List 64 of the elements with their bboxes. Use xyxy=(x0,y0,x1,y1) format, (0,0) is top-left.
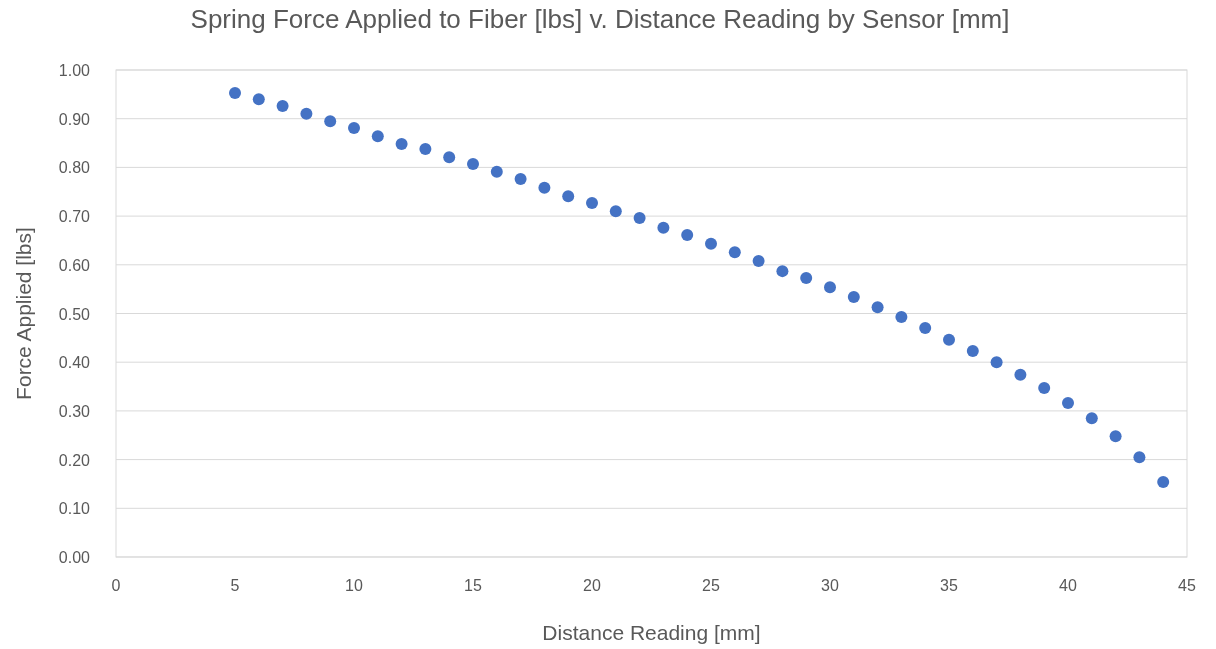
x-tick-label: 45 xyxy=(1178,577,1196,594)
y-tick-label: 0.60 xyxy=(58,256,91,274)
x-tick-label: 15 xyxy=(464,577,482,594)
y-tick-label: 0.20 xyxy=(58,451,91,469)
point xyxy=(443,151,456,164)
x-tick-label: 40 xyxy=(1059,577,1077,594)
point xyxy=(1085,412,1098,425)
x-tick-label: 30 xyxy=(821,577,839,594)
point xyxy=(1014,368,1027,381)
y-tick-label: 0.90 xyxy=(58,110,91,128)
point xyxy=(681,229,694,242)
x-tick-label: 20 xyxy=(583,577,601,594)
point xyxy=(1109,430,1122,443)
point xyxy=(871,301,884,314)
point xyxy=(728,246,741,259)
y-tick-label: 0.40 xyxy=(58,354,91,372)
point xyxy=(776,265,789,278)
point xyxy=(847,290,860,303)
y-tick-label: 0.70 xyxy=(58,208,91,226)
point xyxy=(1133,451,1146,464)
point xyxy=(538,181,551,194)
point xyxy=(609,205,622,218)
point xyxy=(300,107,313,120)
point xyxy=(1038,382,1051,395)
point xyxy=(919,322,932,335)
point xyxy=(705,237,717,250)
point xyxy=(395,138,408,151)
point xyxy=(1062,397,1074,410)
point xyxy=(1157,476,1170,488)
point xyxy=(419,142,432,155)
point xyxy=(514,173,527,186)
point xyxy=(586,196,598,209)
x-tick-label: 5 xyxy=(230,577,240,594)
point xyxy=(562,190,575,203)
chart-title: Spring Force Applied to Fiber [lbs] v. Distance Reading by Sensor [mm] xyxy=(190,4,1010,34)
point xyxy=(990,356,1003,369)
point xyxy=(752,254,765,267)
x-tick-label: 25 xyxy=(702,577,720,594)
x-tick-label: 0 xyxy=(111,577,121,594)
y-tick-label: 0.30 xyxy=(58,402,91,420)
y-tick-label: 0.00 xyxy=(58,549,91,566)
point xyxy=(633,212,646,225)
x-axis-title: Distance Reading [mm] xyxy=(542,621,761,644)
point xyxy=(276,100,289,113)
point xyxy=(371,130,384,143)
point xyxy=(657,221,670,234)
point xyxy=(348,121,360,134)
x-tick-label: 10 xyxy=(345,577,363,594)
point xyxy=(229,86,241,99)
point xyxy=(824,281,836,294)
y-tick-label: 1.00 xyxy=(58,62,91,79)
point xyxy=(943,333,955,346)
point xyxy=(324,115,337,128)
point xyxy=(966,345,979,357)
point xyxy=(800,271,813,284)
y-tick-label: 0.50 xyxy=(58,305,91,323)
y-axis-title: Force Applied [lbs] xyxy=(12,227,35,400)
point xyxy=(895,310,908,323)
y-tick-label: 0.80 xyxy=(58,159,91,177)
point xyxy=(467,157,479,170)
point xyxy=(490,165,503,178)
x-tick-label: 35 xyxy=(940,577,958,594)
y-tick-label: 0.10 xyxy=(58,500,91,518)
point xyxy=(252,93,265,106)
